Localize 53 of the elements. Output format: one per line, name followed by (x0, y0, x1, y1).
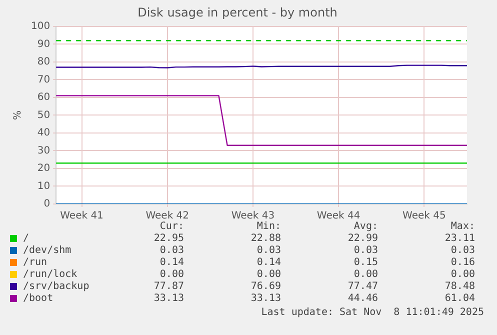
y-tick-label: 70 (37, 74, 50, 86)
text: 0.03 (352, 245, 378, 257)
x-tick-label: Week 43 (231, 210, 275, 222)
text: 77.87 (152, 281, 184, 293)
y-tick-label: 60 (37, 92, 50, 104)
text: 77.47 (346, 281, 378, 293)
legend-label: / (22, 233, 30, 245)
legend-label: /dev/shm (22, 245, 72, 257)
legend-label: /srv/backup (22, 281, 90, 293)
text: 0.16 (450, 257, 475, 269)
x-tick-label: Week 42 (146, 210, 190, 222)
y-tick-label: 100 (30, 20, 50, 32)
text: 33.13 (250, 293, 281, 305)
text: 22.95 (152, 233, 184, 245)
text: 22.88 (250, 233, 281, 245)
text: 0.14 (158, 257, 184, 269)
legend-label: /run (22, 257, 48, 269)
x-tick-label: Week 45 (402, 210, 446, 222)
text: Cur: (158, 221, 184, 233)
text: 33.13 (152, 293, 184, 305)
text: 61.04 (444, 293, 475, 305)
text: Min: (256, 221, 281, 233)
text: 0.03 (158, 245, 184, 257)
text: Max: (450, 221, 475, 233)
text: 0.00 (352, 269, 378, 281)
legend-label: /boot (22, 293, 54, 305)
y-tick-label: 0 (44, 198, 50, 210)
x-tick-label: Week 41 (60, 210, 104, 222)
legend-label: /run/lock (22, 269, 78, 281)
x-tick-label: Week 44 (316, 210, 360, 222)
y-tick-label: 40 (37, 128, 50, 139)
text: 0.00 (256, 269, 281, 281)
text: 0.00 (450, 269, 475, 281)
text: 0.03 (256, 245, 281, 257)
text: 23.11 (444, 233, 475, 245)
y-tick-label: 90 (37, 38, 50, 50)
text: 76.69 (250, 281, 281, 293)
text: 22.99 (346, 233, 378, 245)
text: 0.15 (352, 257, 378, 269)
y-tick-label: 50 (37, 110, 50, 121)
text: 78.48 (444, 281, 475, 293)
y-tick-label: 30 (37, 145, 50, 156)
y-axis-title: % (12, 110, 24, 120)
text: Avg: (352, 221, 378, 233)
text: 0.14 (256, 257, 281, 269)
y-tick-label: 10 (37, 180, 50, 192)
text: 0.00 (158, 269, 184, 281)
chart-title: Disk usage in percent - by month (138, 5, 338, 20)
y-tick-label: 80 (37, 56, 50, 68)
text: 0.03 (450, 245, 475, 257)
text: 44.46 (346, 293, 378, 305)
y-tick-label: 20 (37, 163, 50, 174)
text: Last update: Sat Nov 8 11:01:49 2025 (261, 307, 484, 318)
